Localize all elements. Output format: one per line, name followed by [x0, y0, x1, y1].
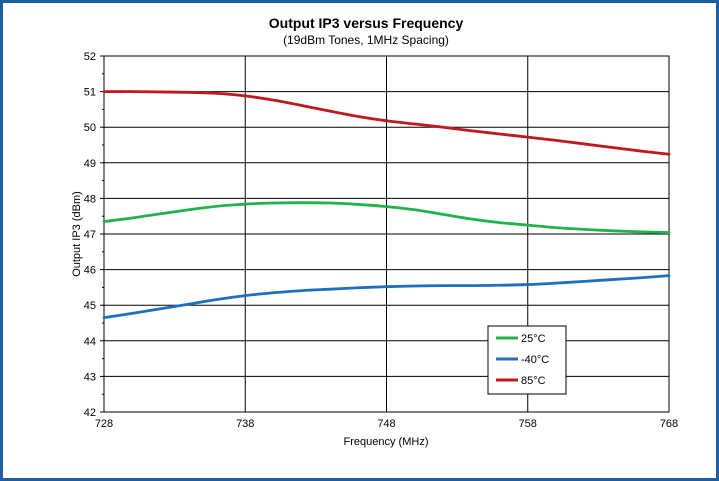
y-tick-label: 51 [84, 87, 96, 99]
y-tick-label: 47 [84, 229, 96, 241]
x-tick-label: 748 [377, 418, 395, 430]
y-tick-label: 50 [84, 122, 96, 134]
x-tick-label: 758 [519, 418, 537, 430]
grid [100, 55, 670, 413]
y-tick-label: 49 [84, 158, 96, 170]
tick-labels: 42 43 44 45 46 47 48 49 50 51 52 728 738 748 758 768 [84, 51, 678, 430]
legend-label: -40°C [521, 354, 549, 366]
series-line [102, 201, 671, 234]
x-tick-label: 768 [660, 418, 678, 430]
y-tick-label: 43 [84, 371, 96, 383]
y-axis-label: Output IP3 (dBm) [71, 191, 83, 277]
y-tick-label: 45 [84, 300, 96, 312]
y-tick-label: 42 [84, 407, 96, 419]
y-tick-label: 44 [84, 336, 96, 348]
x-tick-label: 728 [95, 418, 113, 430]
y-tick-label: 48 [84, 193, 96, 205]
chart-subtitle: (19dBm Tones, 1MHz Spacing) [283, 33, 449, 47]
x-tick-label: 738 [236, 418, 254, 430]
legend-label: 85°C [521, 375, 546, 387]
y-tick-label: 46 [84, 265, 96, 277]
y-tick-label: 52 [84, 51, 96, 63]
chart-title: Output IP3 versus Frequency [269, 15, 464, 31]
series-line [102, 90, 671, 156]
series-line [102, 274, 671, 320]
legend-label: 25°C [521, 333, 546, 345]
legend: 25°C -40°C 85°C [487, 325, 567, 395]
series-lines [102, 90, 671, 320]
x-axis-label: Frequency (MHz) [344, 436, 429, 448]
